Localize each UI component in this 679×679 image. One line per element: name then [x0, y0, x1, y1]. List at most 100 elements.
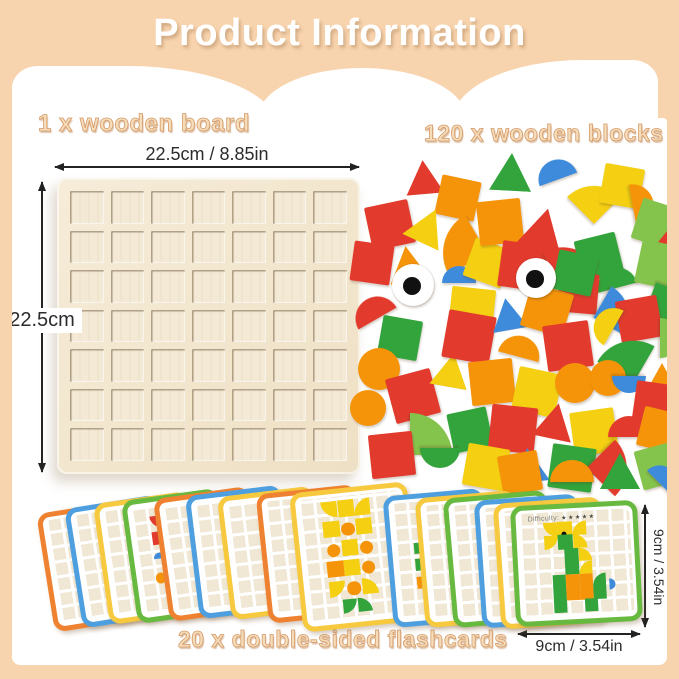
board-cell — [272, 349, 307, 382]
board-cell — [151, 428, 185, 461]
motif-qc — [542, 521, 558, 537]
board-cell — [232, 349, 266, 382]
frame-strip-right — [667, 0, 679, 679]
wooden-block-circ — [555, 363, 595, 403]
motif-qc — [572, 533, 588, 549]
board-cell — [232, 388, 266, 422]
card-width-label: 9cm / 3.54in — [535, 638, 623, 655]
board-cell — [110, 388, 145, 422]
wooden-board — [57, 178, 360, 474]
board-cell — [191, 309, 226, 343]
board-cell — [70, 230, 104, 264]
wooden-block-sq — [349, 240, 395, 286]
board-cell — [272, 191, 307, 224]
flashcard-grid: Difficulty: ★★★★★ — [518, 508, 635, 619]
eye-pupil — [402, 276, 422, 296]
board-cell — [272, 309, 307, 343]
board-cell — [110, 428, 145, 461]
wooden-block-sq — [551, 249, 599, 297]
board-cell — [232, 230, 266, 264]
motif-qc — [357, 596, 373, 613]
board-cell — [191, 428, 226, 461]
board-cell — [313, 230, 347, 264]
card-width-arrow — [517, 630, 641, 638]
motif-qc — [328, 579, 347, 598]
board-cell — [151, 349, 185, 382]
board-cell — [191, 270, 226, 303]
motif-circ — [361, 559, 376, 575]
wooden-block-sq — [434, 174, 482, 222]
board-cell — [110, 230, 145, 264]
wooden-block-sq — [467, 357, 517, 407]
motif-sq — [322, 520, 341, 539]
wooden-block-sq — [441, 309, 497, 365]
board-cell — [110, 349, 145, 382]
board-cell — [70, 191, 104, 224]
motif-qc — [571, 520, 587, 536]
board-cell — [191, 191, 226, 224]
wooden-block-circ — [350, 390, 386, 426]
board-cell — [313, 349, 347, 382]
wooden-block-sq — [475, 197, 525, 247]
board-cell — [232, 191, 266, 224]
motif-sq — [566, 586, 581, 601]
board-cell — [272, 388, 307, 422]
board-cell — [272, 270, 307, 303]
motif-sq — [557, 534, 573, 550]
motif-sq — [343, 558, 361, 577]
difficulty-stars: ★★★★★ — [561, 513, 596, 522]
motif-sq — [584, 597, 599, 612]
board-cell — [191, 230, 226, 264]
eye-block — [516, 258, 556, 298]
board-width-arrow — [54, 163, 360, 171]
motif-qc — [543, 535, 559, 551]
board-cell — [313, 309, 347, 343]
board-cell — [151, 191, 185, 224]
wooden-block-tri — [489, 152, 533, 192]
frame-strip-left — [0, 0, 12, 679]
eye-pupil — [526, 270, 544, 288]
board-cell — [151, 270, 185, 303]
wooden-block-semi — [420, 448, 460, 468]
board-cell — [232, 309, 266, 343]
board-grid — [70, 191, 347, 461]
card-height-label: 9cm / 3.54in — [651, 528, 667, 606]
board-cell — [151, 388, 185, 422]
board-cell — [313, 388, 347, 422]
frame-strip-bottom — [0, 665, 679, 679]
motif-circ — [358, 539, 374, 555]
wooden-block-sq — [614, 294, 664, 344]
motif-circ — [326, 543, 342, 558]
board-cell — [232, 270, 266, 303]
blocks-section-heading: 120 x wooden blocks — [424, 120, 664, 147]
motif-qc — [342, 598, 358, 614]
board-cell — [110, 270, 145, 303]
board-cell — [151, 309, 185, 343]
motif-qc — [320, 500, 339, 519]
board-cell — [313, 191, 347, 224]
wooden-block-sq — [367, 430, 417, 480]
flashcard: Difficulty: ★★★★★ — [509, 499, 644, 628]
motif-circ — [340, 521, 356, 537]
board-height-label: 22.5cm — [2, 308, 82, 333]
board-cell — [191, 349, 226, 382]
wooden-block-semi — [550, 460, 594, 482]
motif-semi — [610, 578, 617, 590]
motif-sq — [355, 517, 374, 536]
cards-section-heading: 20 x double-sided flashcards — [178, 626, 508, 653]
page-title: Product Information — [153, 12, 526, 54]
motif-sq — [553, 599, 568, 614]
wooden-block-semi — [497, 330, 545, 363]
motif-sq — [326, 560, 345, 578]
motif-circ — [346, 580, 362, 596]
wooden-blocks-pile — [347, 148, 679, 497]
board-cell — [110, 191, 145, 224]
board-cell — [151, 230, 185, 264]
wooden-block-semi — [532, 153, 578, 187]
motif-sq — [593, 584, 608, 599]
motif-sq — [340, 538, 359, 557]
board-section-heading: 1 x wooden board — [38, 110, 251, 138]
board-cell — [70, 349, 104, 382]
board-cell — [70, 428, 104, 461]
motif-sq — [336, 499, 355, 518]
